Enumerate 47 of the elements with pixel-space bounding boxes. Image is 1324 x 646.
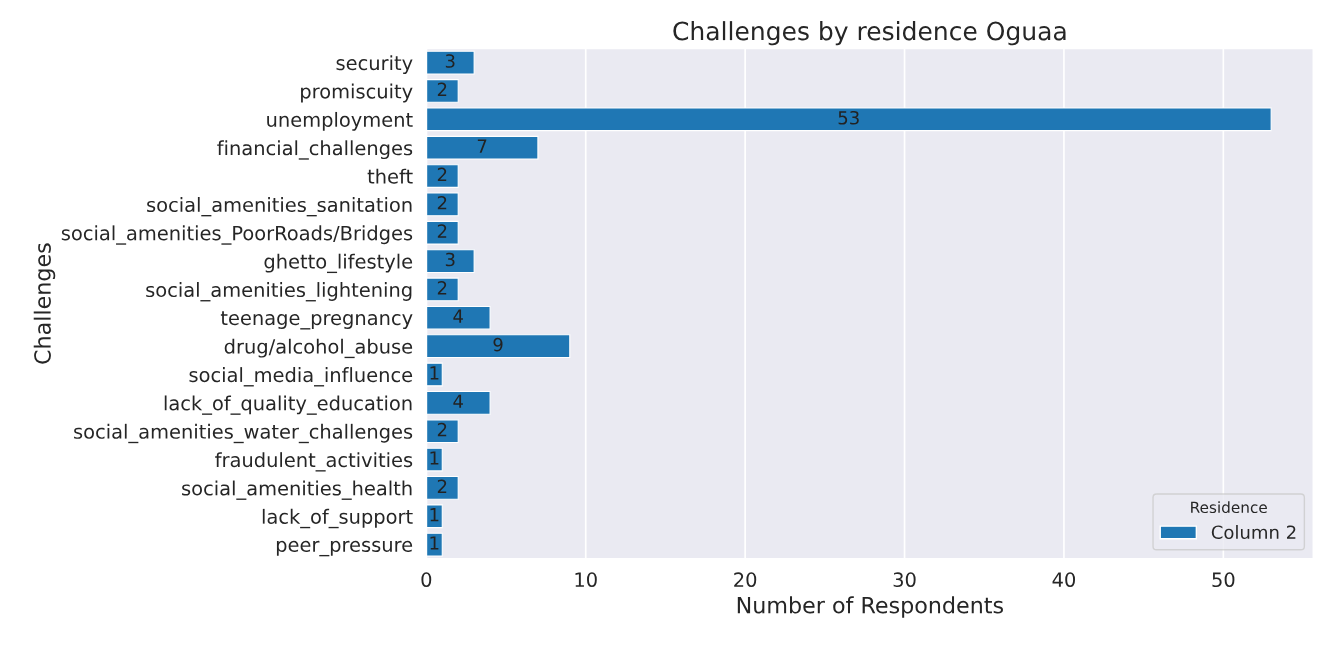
data-label: 53 — [838, 110, 859, 125]
y-tick-label: theft — [367, 168, 413, 184]
y-tick-label: peer_pressure — [276, 540, 413, 557]
x-tick-label: 20 — [734, 572, 757, 588]
legend-label: Column 2 — [1211, 525, 1296, 540]
y-tick-label: social_amenities_lightening — [146, 282, 412, 302]
y-axis-title: Challenges — [33, 243, 56, 364]
y-tick-label: social_media_influence — [189, 367, 413, 387]
data-label: 2 — [437, 195, 447, 210]
data-label: 1 — [430, 536, 439, 550]
data-label: 4 — [453, 394, 463, 408]
y-tick-label: social_amenities_PoorRoads/Bridges — [61, 225, 413, 245]
data-label: 2 — [437, 82, 447, 96]
x-tick-label: 10 — [575, 572, 597, 588]
y-tick-label: financial_challenges — [217, 140, 413, 160]
y-tick-label: ghetto_lifestyle — [264, 253, 413, 274]
y-tick-label: fraudulent_activities — [215, 452, 413, 472]
x-tick-label: 40 — [1052, 572, 1076, 588]
x-axis-title: Number of Respondents — [737, 596, 1003, 618]
x-tick-label: 50 — [1212, 572, 1235, 588]
y-tick-label: lack_of_support — [262, 508, 413, 529]
data-label: 2 — [437, 479, 447, 493]
data-label: 1 — [430, 366, 439, 380]
y-tick-label: social_amenities_health — [182, 480, 412, 500]
y-tick-label: promiscuity — [301, 83, 413, 103]
y-tick-label: teenage_pregnancy — [220, 311, 413, 330]
y-tick-label: drug/alcohol_abuse — [224, 338, 413, 359]
data-label: 4 — [453, 309, 463, 323]
data-label: 9 — [493, 337, 503, 352]
data-label: 7 — [477, 139, 487, 153]
data-label: 2 — [437, 224, 447, 238]
data-label: 3 — [445, 252, 455, 267]
data-label: 1 — [430, 508, 439, 522]
y-tick-label: security — [336, 55, 413, 75]
data-label: 1 — [430, 451, 439, 465]
x-tick-label: 30 — [893, 572, 916, 588]
data-label: 2 — [437, 281, 447, 295]
data-label: 2 — [437, 422, 447, 437]
y-tick-label: social_amenities_sanitation — [147, 197, 412, 217]
data-label: 3 — [445, 54, 455, 68]
data-label: 2 — [437, 167, 447, 182]
y-tick-label: lack_of_quality_education — [164, 395, 412, 415]
legend-title: Residence — [1191, 501, 1267, 514]
chart-title: Challenges by residence Oguaa — [673, 21, 1066, 46]
x-tick-label: 0 — [421, 572, 432, 588]
y-tick-label: unemployment — [267, 111, 413, 131]
y-tick-label: social_amenities_water_challenges — [74, 423, 413, 444]
